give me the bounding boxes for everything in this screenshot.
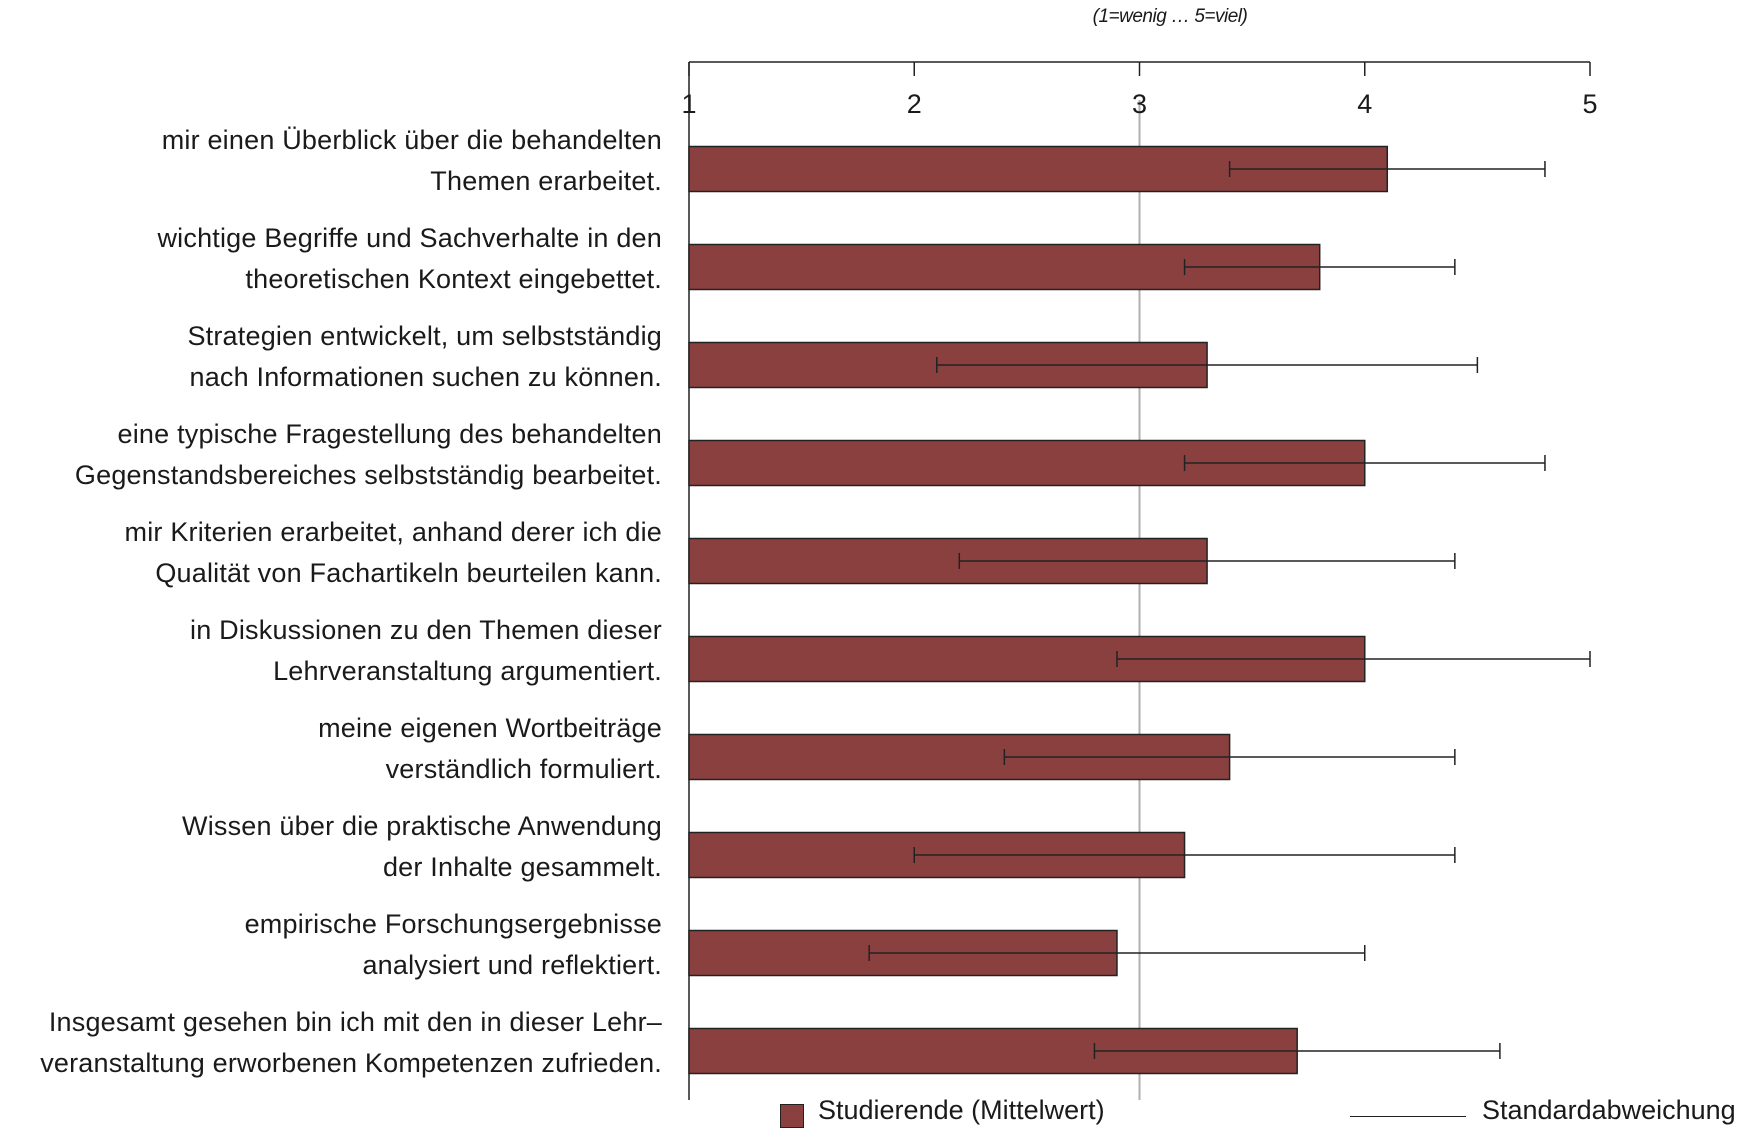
category-label: Qualität von Fachartikeln beurteilen kan… xyxy=(155,558,662,588)
x-tick-label: 1 xyxy=(681,89,696,119)
category-label: der Inhalte gesammelt. xyxy=(382,852,662,882)
category-label: Strategien entwickelt, um selbstständig xyxy=(187,321,662,351)
scale-note: (1=wenig … 5=viel) xyxy=(1092,6,1248,27)
legend-line-sd xyxy=(1350,1116,1466,1117)
category-label: in Diskussionen zu den Themen dieser xyxy=(190,615,662,645)
legend-label-mean: Studierende (Mittelwert) xyxy=(818,1095,1105,1125)
category-label: veranstaltung erworbenen Kompetenzen zuf… xyxy=(40,1048,662,1078)
category-label: mir einen Überblick über die behandelten xyxy=(161,125,662,155)
category-label: Insgesamt gesehen bin ich mit den in die… xyxy=(48,1007,662,1037)
x-tick-label: 3 xyxy=(1132,89,1147,119)
category-label: Themen erarbeitet. xyxy=(430,166,662,196)
category-label: verständlich formuliert. xyxy=(385,754,662,784)
category-label: theoretischen Kontext eingebettet. xyxy=(245,264,662,294)
category-label: analysiert und reflektiert. xyxy=(362,950,662,980)
category-label: eine typische Fragestellung des behandel… xyxy=(117,419,662,449)
category-label: Wissen über die praktische Anwendung xyxy=(182,811,662,841)
category-label: Lehrveranstaltung argumentiert. xyxy=(273,656,662,686)
category-label: mir Kriterien erarbeitet, anhand derer i… xyxy=(124,517,662,547)
x-tick-label: 2 xyxy=(907,89,922,119)
category-label: meine eigenen Wortbeiträge xyxy=(318,713,662,743)
legend-label-sd: Standardabweichung xyxy=(1482,1095,1736,1125)
legend-swatch-mean xyxy=(780,1104,804,1128)
category-label: wichtige Begriffe und Sachverhalte in de… xyxy=(157,223,662,253)
category-label: Gegenstandsbereiches selbstständig bearb… xyxy=(74,460,662,490)
x-tick-label: 5 xyxy=(1582,89,1597,119)
x-tick-label: 4 xyxy=(1357,89,1372,119)
category-label: empirische Forschungsergebnisse xyxy=(244,909,662,939)
category-label: nach Informationen suchen zu können. xyxy=(189,362,662,392)
